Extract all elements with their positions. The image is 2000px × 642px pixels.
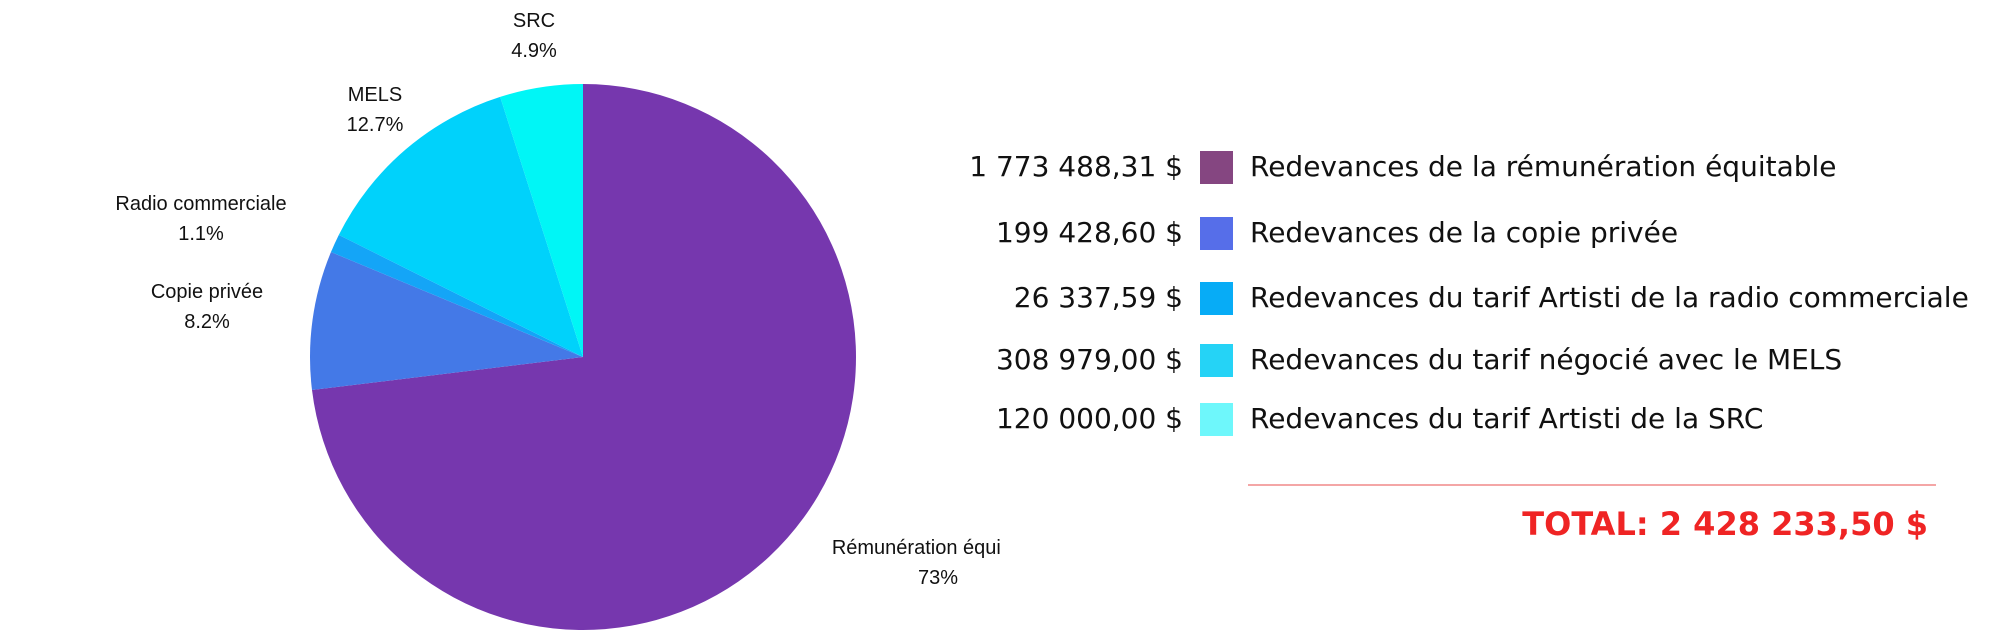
slice-label-percent: 4.9% [511,40,557,62]
legend-amount: 308 979,00 $ [995,343,1183,376]
legend-label: Redevances de la rémunération équitable [1250,150,1837,183]
legend-amount: 120 000,00 $ [995,402,1183,435]
legend-label: Redevances du tarif Artisti de la radio … [1250,281,1969,314]
legend-row-src: 120 000,00 $ Redevances du tarif Artisti… [960,399,1940,439]
total-divider [1248,484,1936,486]
legend-swatch [1200,344,1233,377]
slice-label-percent: 12.7% [347,114,404,136]
legend-amount: 26 337,59 $ [1013,281,1183,314]
pie-slice-copie-privee [310,252,583,390]
legend-swatch [1200,151,1233,184]
slice-label-name: Radio commerciale [115,193,286,215]
pie-chart: Rémunération équitable 73% Copie privée 8.2… [115,10,1000,630]
legend-label: Redevances de la copie privée [1250,216,1679,249]
legend-row-radio-commerciale: 26 337,59 $ Redevances du tarif Artisti … [960,278,1969,318]
slice-label-name: SRC [513,10,555,32]
slice-label-percent: 1.1% [178,223,224,245]
slice-label-name: Rémunération équitable [832,537,1000,559]
legend-swatch [1200,403,1233,436]
slice-label-percent: 73% [918,567,958,589]
legend-row-remuneration-equitable: 1 773 488,31 $ Redevances de la rémunéra… [960,147,1940,187]
legend-amount: 199 428,60 $ [995,216,1183,249]
legend-amount: 1 773 488,31 $ [969,150,1183,183]
legend-label: Redevances du tarif négocié avec le MELS [1250,343,1843,376]
legend-row-copie-privee: 199 428,60 $ Redevances de la copie priv… [960,213,1940,253]
legend-swatch [1200,282,1233,315]
total-text: TOTAL: 2 428 233,50 $ [1522,505,1928,543]
legend-row-mels: 308 979,00 $ Redevances du tarif négocié… [960,340,1940,380]
pie-slice-radio-commerciale [330,234,583,357]
pie-slice-remuneration-equitable [311,84,857,630]
slice-label-name: MELS [348,84,402,106]
slice-label-name: Copie privée [151,281,263,303]
legend-label: Redevances du tarif Artisti de la SRC [1250,402,1764,435]
legend-swatch [1200,217,1233,250]
pie-slice-src [500,84,583,357]
slice-label-percent: 8.2% [184,311,230,333]
pie-slice-mels [338,96,583,357]
